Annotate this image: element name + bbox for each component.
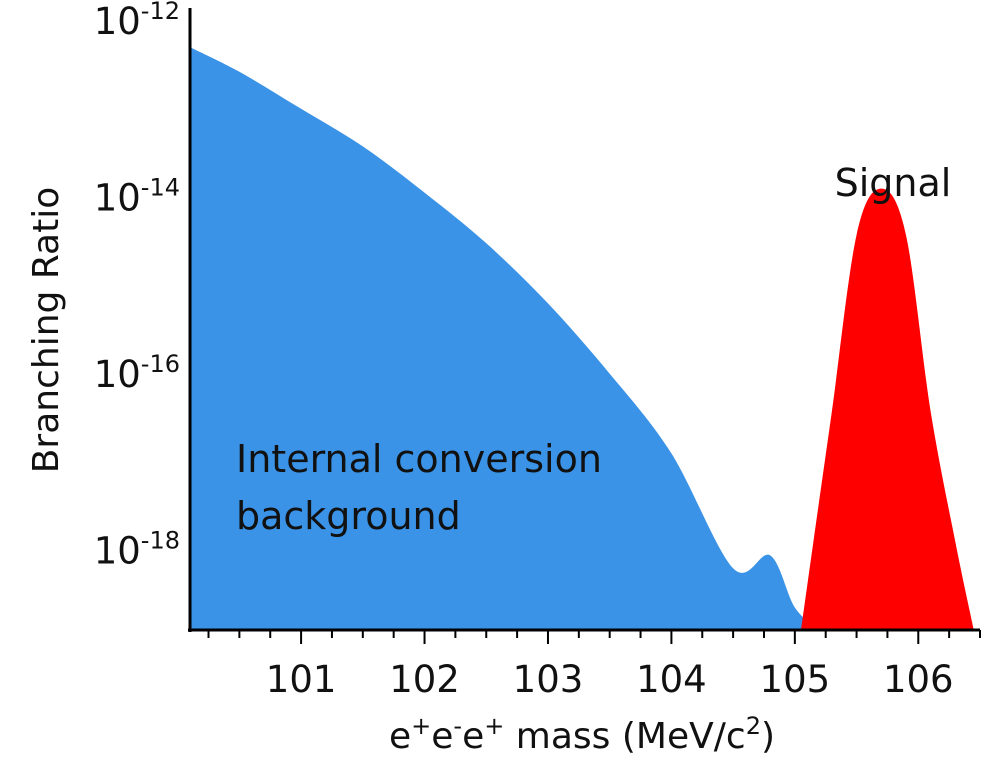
axes (188, 8, 980, 632)
signal-annotation: Signal (835, 161, 952, 205)
y-tick-label: 10-14 (94, 174, 180, 220)
background-annotation: background (236, 494, 461, 538)
y-tick-label: 10-12 (94, 0, 180, 43)
background-annotation: Internal conversion (236, 437, 602, 481)
x-tick-label: 102 (389, 658, 460, 701)
x-tick-label: 103 (513, 658, 584, 701)
x-axis-ticks: 101 102 103 104 105 106 (207, 630, 981, 701)
background-area (190, 47, 820, 631)
x-axis-title: e+e-e+ mass (MeV/c2) (389, 712, 775, 757)
y-axis-ticks: 10-12 10-14 10-16 10-18 (94, 0, 180, 573)
x-tick-label: 106 (883, 658, 954, 701)
x-tick-label: 104 (636, 658, 707, 701)
x-tick-label: 101 (266, 658, 337, 701)
y-axis-title: Branching Ratio (26, 187, 67, 474)
y-tick-label: 10-18 (94, 527, 180, 573)
signal-area (801, 188, 974, 630)
x-tick-label: 105 (760, 658, 831, 701)
plot-areas (190, 47, 974, 631)
annotations: Internal conversion background Signal (236, 161, 951, 538)
y-tick-label: 10-16 (94, 350, 180, 396)
